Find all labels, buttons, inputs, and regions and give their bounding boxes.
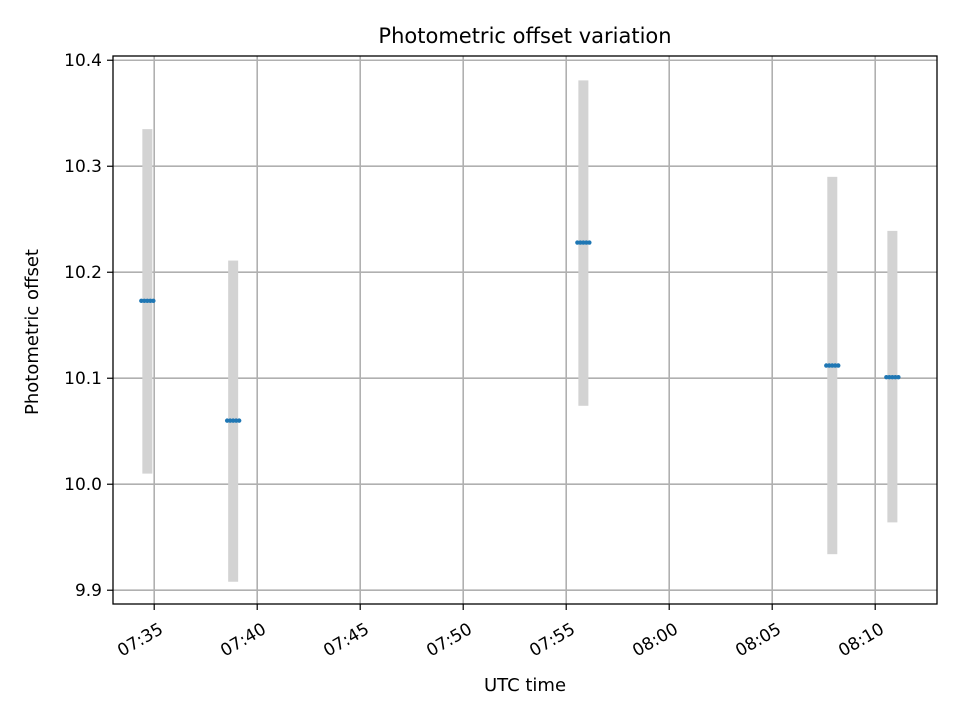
marker-dot [236,418,242,423]
x-tick-label: 07:50 [423,619,475,661]
marker-dot [151,298,156,304]
data-point [884,374,901,380]
x-axis-label: UTC time [484,675,566,696]
chart-title: Photometric offset variation [378,24,671,48]
x-tick-label: 07:55 [526,619,578,661]
y-tick-label: 10.3 [64,157,102,177]
x-tick-label: 08:10 [835,619,887,661]
x-tick-label: 08:00 [629,619,681,661]
y-tick-label: 9.9 [75,581,102,601]
x-tick-label: 07:45 [320,619,372,661]
grid-lines [113,56,937,604]
marker-dot [587,240,592,245]
y-tick-label: 10.1 [64,369,102,389]
y-axis-label: Photometric offset [22,249,43,415]
x-axis-ticks: 07:35 07:40 07:45 07:50 07:55 08:00 08:05 08:10 [114,604,888,661]
x-tick-label: 08:05 [732,619,784,661]
plot-frame [112,55,938,605]
y-tick-label: 10.0 [64,475,102,495]
data-point [824,363,841,368]
error-bars [142,80,898,582]
data-point [224,418,242,423]
marker-dot [896,374,901,380]
x-tick-label: 07:35 [114,619,166,661]
data-markers [139,240,901,423]
y-axis-ticks: 9.9 10.0 10.1 10.2 10.3 10.4 [64,51,113,601]
data-point [575,240,592,245]
marker-dot [836,363,841,368]
x-tick-label: 07:40 [217,619,269,661]
y-tick-label: 10.4 [64,51,102,71]
y-tick-label: 10.2 [64,263,102,283]
data-point [139,298,156,304]
